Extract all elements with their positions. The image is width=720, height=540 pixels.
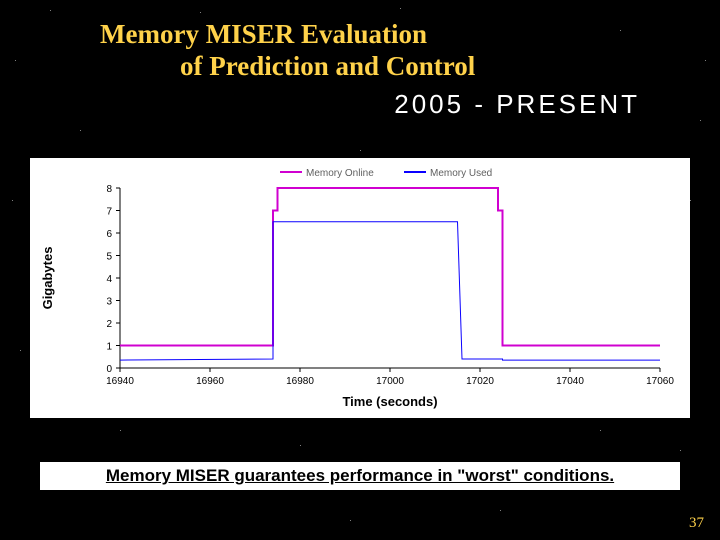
svg-text:5: 5 [106, 252, 112, 263]
svg-text:0: 0 [106, 364, 112, 375]
svg-text:17040: 17040 [556, 376, 584, 387]
svg-text:1: 1 [106, 342, 112, 353]
svg-text:7: 7 [106, 207, 112, 218]
svg-text:8: 8 [106, 184, 112, 195]
svg-text:6: 6 [106, 229, 112, 240]
svg-text:2: 2 [106, 319, 112, 330]
title-line-1: Memory MISER Evaluation [100, 18, 660, 50]
svg-text:Memory Used: Memory Used [430, 168, 492, 179]
svg-text:16980: 16980 [286, 376, 314, 387]
svg-text:Gigabytes: Gigabytes [40, 247, 55, 310]
svg-text:3: 3 [106, 297, 112, 308]
svg-text:17000: 17000 [376, 376, 404, 387]
svg-text:16940: 16940 [106, 376, 134, 387]
svg-text:4: 4 [106, 274, 112, 285]
page-number: 37 [689, 515, 704, 532]
svg-text:Memory Online: Memory Online [306, 168, 374, 179]
memory-chart: 0 1 2 3 4 5 6 7 8 16940 16960 16980 17000 17020 17040 1… [30, 158, 690, 418]
svg-text:16960: 16960 [196, 376, 224, 387]
slide-title: Memory MISER Evaluation of Prediction an… [100, 18, 660, 120]
title-line-2: of Prediction and Control [100, 50, 660, 82]
slide-caption: Memory MISER guarantees performance in "… [40, 462, 680, 490]
svg-text:17060: 17060 [646, 376, 674, 387]
chart-svg: 0 1 2 3 4 5 6 7 8 16940 16960 16980 17000 17020 17040 1… [30, 158, 690, 418]
svg-text:17020: 17020 [466, 376, 494, 387]
title-date: 2005 - PRESENT [100, 89, 660, 120]
svg-text:Time (seconds): Time (seconds) [342, 394, 437, 409]
